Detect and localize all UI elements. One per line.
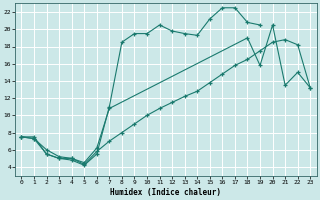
X-axis label: Humidex (Indice chaleur): Humidex (Indice chaleur) xyxy=(110,188,221,197)
